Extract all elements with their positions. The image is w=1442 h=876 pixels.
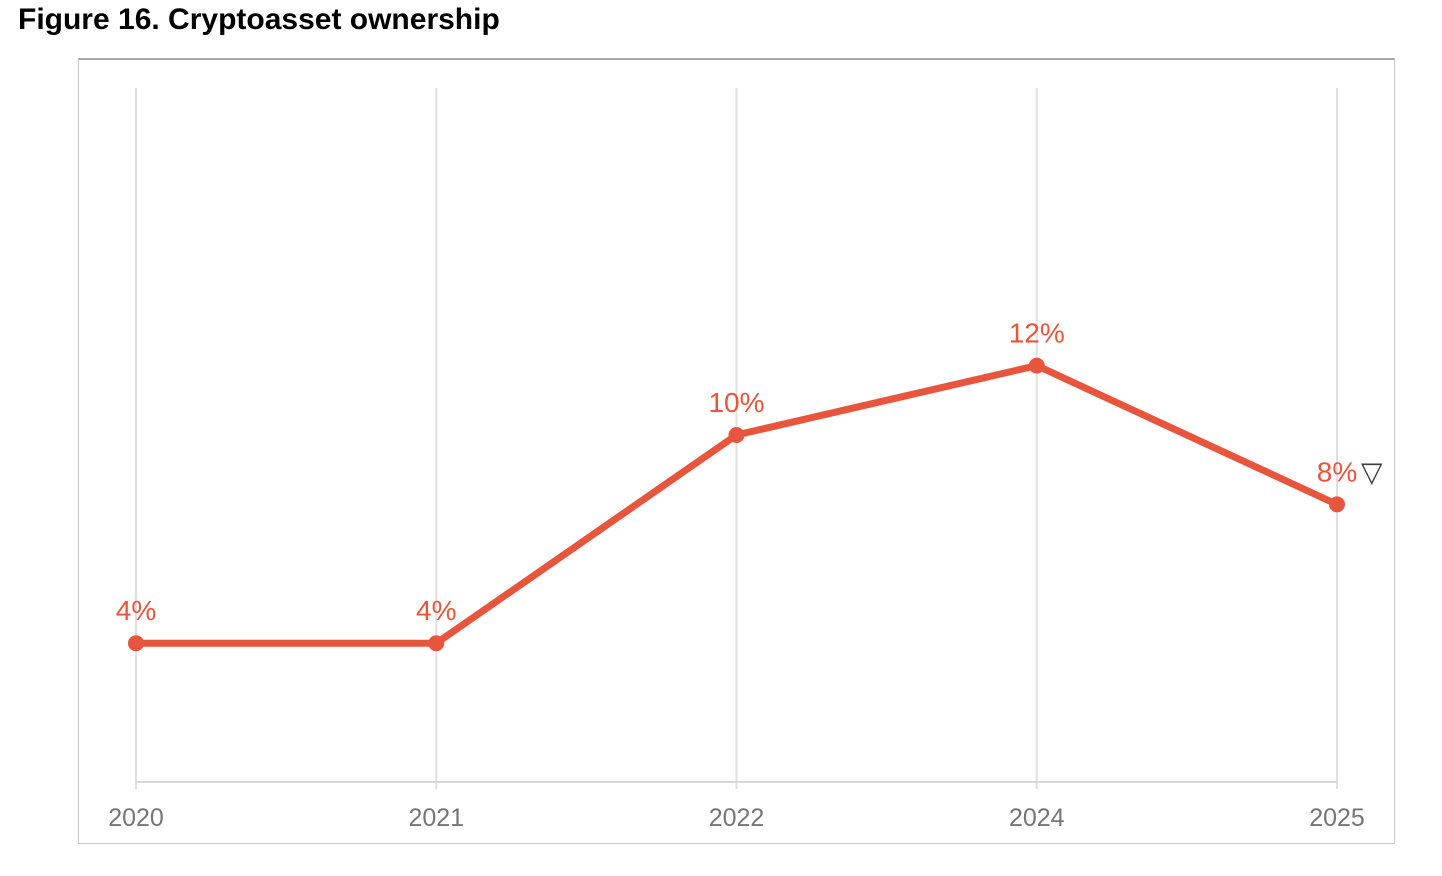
x-axis-label: 2024 <box>1009 804 1065 832</box>
data-point-marker <box>428 635 445 652</box>
data-point-marker <box>728 427 745 443</box>
data-point-label: 4% <box>116 595 156 626</box>
x-axis-label: 2020 <box>108 804 164 832</box>
x-axis-label: 2025 <box>1309 804 1365 832</box>
data-point-label: 12% <box>1009 318 1065 349</box>
data-point-marker <box>1329 496 1345 513</box>
line-chart-svg: 2020 2021 2022 2024 2025 4% 4% 10% 12% 8% ▽ <box>108 88 1383 832</box>
x-axis-label: 2022 <box>709 804 765 832</box>
data-point-marker <box>128 635 144 652</box>
figure-title: Figure 16. Cryptoasset ownership <box>18 3 500 36</box>
decline-indicator-icon: ▽ <box>1361 456 1383 487</box>
x-axis-label: 2021 <box>408 804 464 832</box>
data-point-marker <box>1028 357 1045 374</box>
data-point-label: 4% <box>416 595 456 626</box>
data-point-label: 8% <box>1317 456 1357 487</box>
chart-plot-area: 2020 2021 2022 2024 2025 4% 4% 10% 12% 8% ▽ <box>78 58 1395 844</box>
data-point-label: 10% <box>708 387 764 418</box>
